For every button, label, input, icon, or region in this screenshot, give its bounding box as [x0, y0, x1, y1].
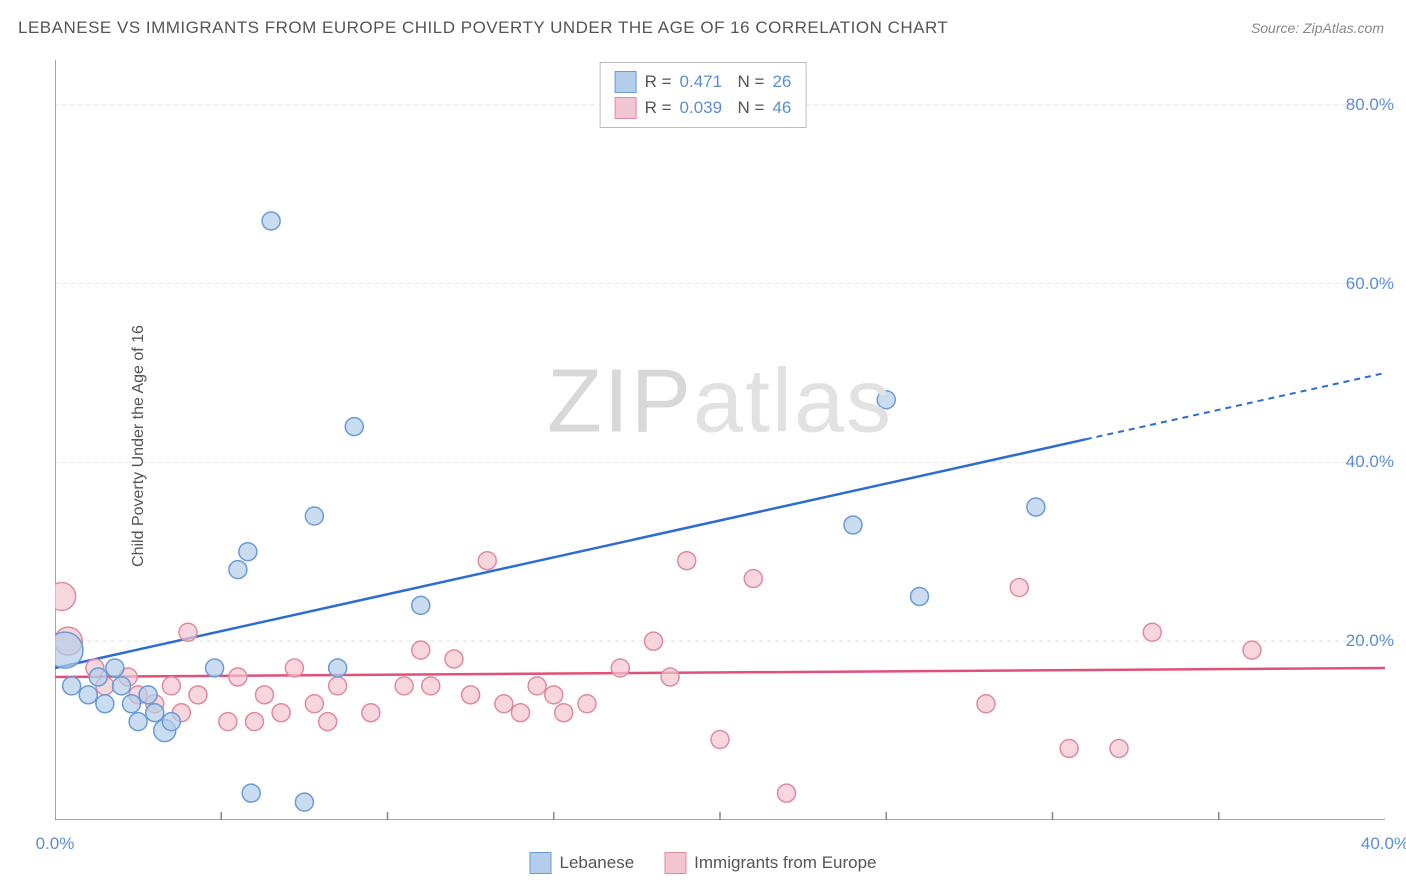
chart-title: LEBANESE VS IMMIGRANTS FROM EUROPE CHILD…	[18, 18, 948, 38]
y-tick-label: 40.0%	[1346, 452, 1394, 472]
series-legend: Lebanese Immigrants from Europe	[529, 852, 876, 874]
y-tick-label: 80.0%	[1346, 95, 1394, 115]
y-tick-label: 60.0%	[1346, 274, 1394, 294]
swatch-lebanese	[529, 852, 551, 874]
legend-row-immigrants: R = 0.039 N = 46	[615, 95, 792, 121]
correlation-legend: R = 0.471 N = 26 R = 0.039 N = 46	[600, 62, 807, 128]
x-tick-label: 40.0%	[1361, 834, 1406, 854]
legend-label-immigrants: Immigrants from Europe	[694, 853, 876, 873]
n-label: N =	[738, 98, 765, 118]
n-label: N =	[738, 72, 765, 92]
legend-row-lebanese: R = 0.471 N = 26	[615, 69, 792, 95]
swatch-immigrants	[615, 97, 637, 119]
r-value-immigrants: 0.039	[680, 98, 730, 118]
legend-label-lebanese: Lebanese	[559, 853, 634, 873]
x-tick-label: 0.0%	[36, 834, 75, 854]
swatch-immigrants	[664, 852, 686, 874]
chart-svg	[55, 60, 1385, 820]
legend-item-lebanese: Lebanese	[529, 852, 634, 874]
y-tick-label: 20.0%	[1346, 631, 1394, 651]
plot-area: ZIPatlas	[55, 60, 1385, 820]
r-value-lebanese: 0.471	[680, 72, 730, 92]
swatch-lebanese	[615, 71, 637, 93]
r-label: R =	[645, 72, 672, 92]
r-label: R =	[645, 98, 672, 118]
n-value-lebanese: 26	[772, 72, 791, 92]
legend-item-immigrants: Immigrants from Europe	[664, 852, 876, 874]
n-value-immigrants: 46	[772, 98, 791, 118]
source-attribution: Source: ZipAtlas.com	[1251, 20, 1384, 36]
